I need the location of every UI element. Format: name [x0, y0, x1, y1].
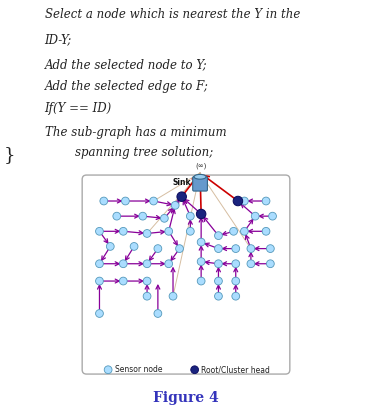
Circle shape	[247, 245, 255, 253]
Circle shape	[186, 212, 194, 220]
Circle shape	[197, 277, 205, 285]
Circle shape	[196, 209, 206, 219]
Circle shape	[154, 310, 162, 317]
Circle shape	[176, 245, 183, 253]
Circle shape	[266, 260, 274, 267]
Circle shape	[96, 228, 103, 235]
Circle shape	[191, 366, 199, 374]
Circle shape	[177, 192, 186, 201]
Circle shape	[139, 212, 147, 220]
Circle shape	[262, 197, 270, 205]
Circle shape	[232, 260, 240, 267]
Circle shape	[122, 197, 129, 205]
Ellipse shape	[194, 174, 206, 179]
Circle shape	[104, 366, 112, 374]
Circle shape	[171, 201, 179, 209]
Circle shape	[269, 212, 276, 220]
Text: Sink: Sink	[173, 178, 192, 187]
Circle shape	[119, 228, 127, 235]
Circle shape	[169, 292, 177, 300]
Circle shape	[262, 228, 270, 235]
Circle shape	[165, 260, 173, 267]
Text: Figure 4: Figure 4	[153, 391, 219, 405]
Text: The sub-graph has a minimum: The sub-graph has a minimum	[45, 126, 226, 139]
Circle shape	[251, 212, 259, 220]
Circle shape	[160, 214, 168, 222]
Circle shape	[197, 258, 205, 265]
Text: Sensor node: Sensor node	[115, 365, 162, 374]
Text: ID-Y;: ID-Y;	[45, 33, 72, 46]
Text: Add the selected node to Y;: Add the selected node to Y;	[45, 58, 207, 71]
Circle shape	[154, 245, 162, 253]
Circle shape	[215, 245, 222, 253]
Circle shape	[215, 292, 222, 300]
Circle shape	[165, 228, 173, 235]
Circle shape	[96, 277, 103, 285]
Circle shape	[96, 260, 103, 267]
Circle shape	[241, 197, 248, 205]
Text: Root/Cluster head: Root/Cluster head	[201, 365, 270, 374]
Circle shape	[241, 228, 248, 235]
Circle shape	[96, 310, 103, 317]
Text: If(Y == ID): If(Y == ID)	[45, 102, 112, 114]
Circle shape	[119, 277, 127, 285]
Circle shape	[232, 245, 240, 253]
Text: Add the selected edge to F;: Add the selected edge to F;	[45, 80, 209, 93]
Circle shape	[247, 260, 255, 267]
Circle shape	[143, 230, 151, 238]
Circle shape	[106, 243, 114, 250]
Circle shape	[130, 243, 138, 250]
Circle shape	[150, 197, 157, 205]
Circle shape	[143, 277, 151, 285]
Circle shape	[113, 212, 121, 220]
Text: Select a node which is nearest the Y in the: Select a node which is nearest the Y in …	[45, 8, 300, 21]
Circle shape	[232, 277, 240, 285]
FancyBboxPatch shape	[193, 176, 208, 191]
Circle shape	[119, 260, 127, 267]
Text: (∞): (∞)	[195, 162, 207, 168]
Circle shape	[230, 228, 237, 235]
Circle shape	[215, 277, 222, 285]
Circle shape	[143, 292, 151, 300]
FancyBboxPatch shape	[82, 175, 290, 374]
Circle shape	[197, 238, 205, 246]
Circle shape	[266, 245, 274, 253]
Circle shape	[215, 232, 222, 240]
Text: }: }	[4, 146, 15, 164]
Circle shape	[186, 228, 194, 235]
Circle shape	[232, 292, 240, 300]
Circle shape	[100, 197, 108, 205]
Circle shape	[233, 196, 243, 206]
Circle shape	[143, 260, 151, 267]
Text: spanning tree solution;: spanning tree solution;	[45, 146, 213, 159]
Circle shape	[215, 260, 222, 267]
